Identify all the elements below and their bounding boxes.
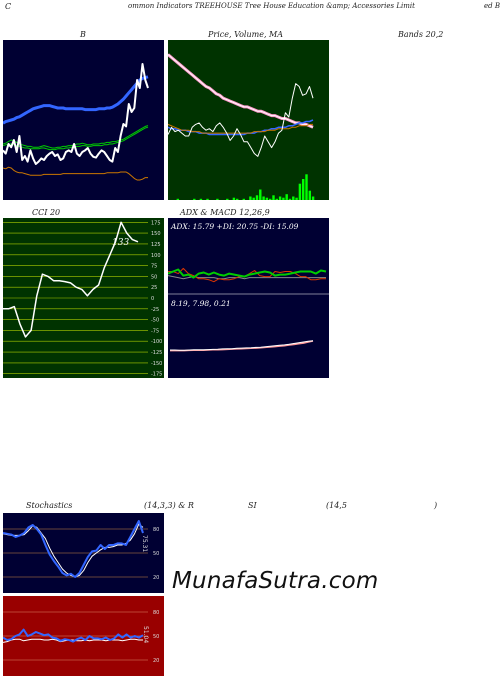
rsi-tick-label: 50: [153, 634, 159, 640]
bollinger-price-line: [3, 63, 149, 165]
bollinger-middle-band: [3, 75, 149, 125]
header-right: ed BI: [484, 2, 500, 10]
bands-title: Bands 20,2: [398, 30, 444, 39]
volume-bar: [295, 197, 298, 200]
volume-bar: [285, 194, 288, 200]
cci-chart: 175 150 125 100 75 50 25 0 -25 -50 -75 -100 -125 -150…: [3, 218, 164, 378]
rsi-signal-line: [3, 638, 143, 643]
volume-bar: [311, 196, 315, 200]
header-left: C: [5, 2, 12, 11]
macd-line: [170, 340, 314, 351]
adx-macd-title: ADX & MACD 12,26,9: [180, 208, 270, 217]
volume-bar: [308, 190, 311, 200]
rsi-tick-label: 80: [153, 610, 159, 616]
stoch-k-line: [3, 520, 144, 578]
stoch-label-a: Stochastics: [26, 501, 73, 510]
stoch-label-b: (14,3,3) & R: [144, 501, 194, 510]
volume-bar: [298, 183, 302, 200]
rsi-value-label: 51.04: [142, 626, 149, 643]
volume-bar: [272, 195, 275, 200]
cci-tick-label: 100: [151, 253, 161, 259]
price-volume-ma-title: Price, Volume, MA: [208, 30, 284, 39]
page-title: ommon Indicators TREEHOUSE Tree House Ed…: [128, 2, 415, 10]
cci-tick-label: -75: [151, 328, 159, 334]
volume-bar: [288, 198, 292, 200]
adx-values: ADX: 15.79 +DI: 20.75 -DI: 15.09: [170, 222, 299, 231]
price-line: [168, 83, 314, 157]
volume-bar: [282, 197, 285, 200]
adx-bg: [168, 218, 329, 378]
cci-tick-label: 50: [151, 274, 157, 280]
stoch-value-label: 75.31: [141, 535, 148, 552]
volume-bar: [242, 198, 245, 200]
cci-tick-label: -25: [151, 307, 159, 313]
cci-line: [3, 221, 139, 338]
volume-bar: [226, 198, 229, 200]
stoch-label-e: ): [434, 501, 438, 510]
volume-bar: [232, 197, 236, 200]
cci-tick-label: 0: [151, 296, 154, 302]
price-bg: [168, 40, 329, 200]
cci-tick-label: -50: [151, 318, 159, 324]
macd-values: 8.19, 7.98, 0.21: [171, 299, 231, 308]
price-ma-short: [168, 123, 313, 134]
cci-tick-label: 125: [151, 242, 161, 248]
cci-value-label: 133: [112, 238, 129, 248]
cci-tick-label: 150: [151, 231, 161, 237]
cci-tick-label: -125: [151, 350, 162, 356]
bollinger-chart: [3, 40, 164, 200]
stoch-label-d: (14,5: [326, 501, 347, 510]
stochastics-chart: 80 50 20 75.31: [3, 513, 164, 593]
volume-bar: [265, 197, 269, 200]
volume-bar: [206, 198, 209, 200]
volume-bar: [199, 198, 203, 200]
volume-bar: [259, 189, 262, 200]
stoch-label-c: SI: [248, 501, 257, 510]
cci-tick-label: 75: [151, 264, 157, 270]
cci-title: CCI 20: [32, 208, 61, 217]
volume-bar: [216, 198, 219, 200]
volume-bar: [255, 195, 259, 200]
bollinger-title: B: [80, 30, 86, 39]
rsi-tick-label: 20: [153, 658, 159, 664]
price-ma-long-core: [168, 54, 314, 128]
cci-tick-label: 25: [151, 285, 157, 291]
volume-bar: [269, 198, 272, 200]
cci-tick-label: 175: [151, 220, 161, 226]
cci-tick-label: -100: [151, 339, 162, 345]
volume-bar: [176, 198, 179, 200]
volume-bar: [193, 198, 196, 200]
volume-bar: [249, 196, 252, 200]
rsi-chart: 80 50 20 51.04: [3, 596, 164, 676]
cci-tick-label: -150: [151, 361, 162, 367]
cci-tick-label: -175: [151, 372, 162, 378]
bollinger-lower-band: [3, 166, 148, 181]
watermark: MunafaSutra.com: [172, 568, 379, 594]
plus-di-line: [168, 268, 327, 279]
volume-bar: [275, 198, 278, 200]
volume-bar: [278, 196, 282, 200]
stochastics-tick-label: 20: [153, 575, 159, 581]
stochastics-tick-label: 50: [153, 551, 159, 557]
volume-bar: [302, 179, 305, 200]
volume-bar: [252, 197, 255, 200]
price-chart: [168, 40, 329, 200]
stochastics-tick-label: 80: [153, 527, 159, 533]
rsi-line: [3, 628, 144, 643]
bollinger-bg: [3, 40, 164, 200]
volume-bar: [292, 196, 295, 200]
volume-bar: [262, 196, 265, 200]
bollinger-upper-band: [3, 125, 149, 149]
adx-macd-chart: ADX: 15.79 +DI: 20.75 -DI: 15.09 8.19, 7…: [168, 218, 329, 378]
volume-bar: [236, 198, 239, 200]
volume-bar: [305, 174, 308, 200]
